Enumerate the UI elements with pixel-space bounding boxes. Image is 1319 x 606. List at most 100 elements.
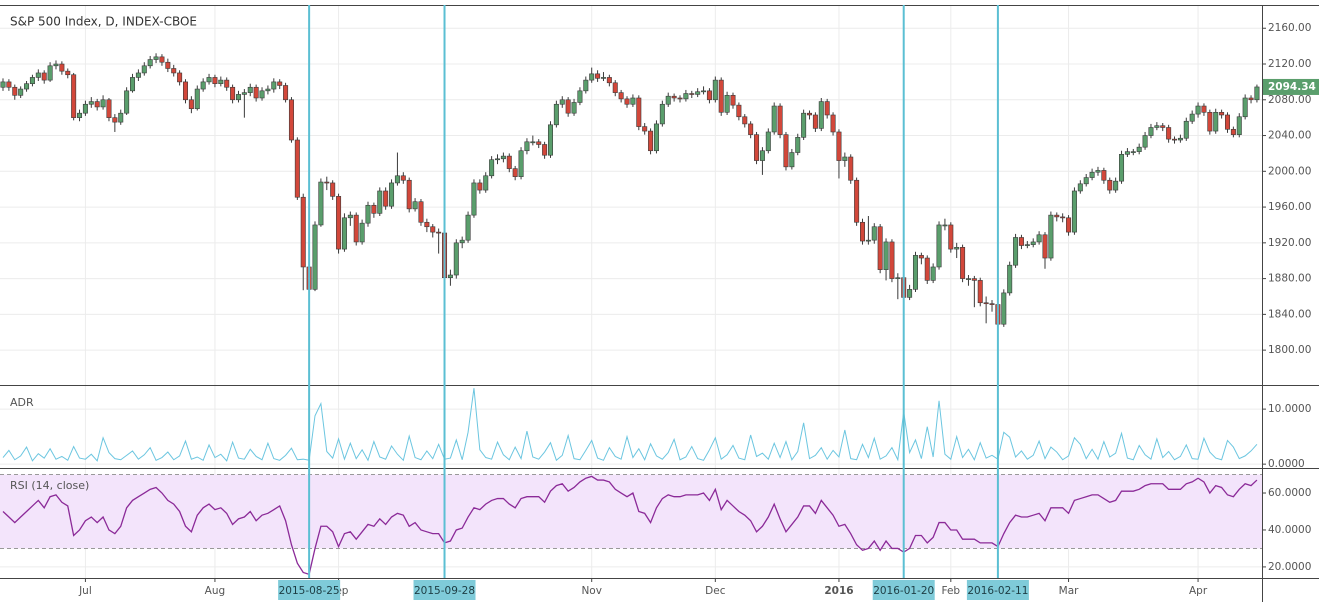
y-tick-label: 40.0000 [1268, 524, 1311, 536]
candle-body-up [412, 201, 418, 210]
candle-body-down [171, 68, 177, 74]
candle-body-up [341, 217, 347, 250]
candle-body-down [565, 99, 571, 114]
last-price-label: 2094.34 [1268, 81, 1316, 93]
candle-body-up [1130, 151, 1136, 153]
candle-body-down [671, 95, 677, 99]
x-tick-label: Jul [78, 585, 92, 597]
candle-body-down [595, 73, 601, 79]
candle-body-up [589, 73, 595, 81]
date-marker-label: 2016-01-20 [873, 585, 934, 597]
candle-body-down [642, 126, 648, 132]
candle-body-up [453, 242, 459, 276]
candle-body-down [165, 61, 171, 69]
candle-body-up [206, 77, 212, 83]
candle-body-down [977, 280, 983, 304]
overlay: 2015-08-25 2015-09-28 2016-01-20 2016-02-11… [278, 5, 1319, 600]
candle-body-down [971, 278, 977, 281]
candle-body-down [689, 93, 695, 95]
candle-body-up [495, 158, 501, 161]
candle-body-down [624, 98, 630, 105]
x-tick-label: 2016 [824, 585, 853, 597]
candle-body-up [471, 182, 477, 216]
candle-body-down [300, 196, 306, 268]
candle-body-down [924, 257, 930, 281]
candle-body-down [730, 95, 736, 106]
x-tick-label: Nov [581, 585, 602, 597]
candle-body-down [736, 104, 742, 118]
candle-body-up [659, 103, 665, 125]
candle-body-down [848, 156, 854, 181]
date-marker-label: 2015-09-28 [414, 585, 475, 597]
candle-body-up [1124, 151, 1130, 155]
candle-body-up [1013, 237, 1019, 266]
candle-body-up [100, 99, 106, 108]
candle-body-up [247, 86, 253, 93]
grid [0, 5, 1262, 578]
candle-body-up [1254, 86, 1260, 101]
candle-body-down [277, 81, 283, 86]
candle-body-up [1030, 241, 1036, 245]
chart-title: S&P 500 Index, D, INDEX-CBOE [10, 15, 197, 29]
candle-body-up [801, 112, 807, 138]
y-tick-label: 1840.00 [1268, 308, 1311, 320]
candle-body-down [383, 190, 389, 207]
y-tick-label: 0.0000 [1268, 458, 1305, 470]
candle-body-down [618, 92, 624, 100]
candle-body-down [824, 101, 830, 116]
candle-body-down [336, 196, 342, 250]
candle-body-down [1066, 217, 1072, 233]
marks [0, 53, 1262, 576]
candle-body-up [930, 266, 936, 281]
candle-body-up [583, 79, 589, 92]
candle-body-up [394, 175, 400, 184]
candle-body-down [1101, 170, 1107, 181]
candle-body-down [230, 86, 236, 101]
candle-body-down [71, 74, 77, 118]
candle-body-up [389, 182, 395, 207]
candle-body-up [241, 92, 247, 95]
candle-body-down [1107, 179, 1113, 191]
candle-body-down [59, 63, 65, 72]
candle-body-up [765, 131, 771, 152]
candle-body-up [653, 123, 659, 152]
candle-body-down [253, 86, 259, 99]
date-marker-box [966, 580, 1029, 600]
candle-body-up [465, 214, 471, 241]
candle-body-up [518, 150, 524, 177]
candle-body-up [883, 241, 889, 270]
candle-body-down [1166, 127, 1172, 140]
candle-body-down [989, 303, 995, 305]
date-marker-label: 2015-08-25 [279, 585, 340, 597]
candle-body-up [0, 81, 6, 88]
candle-body-up [18, 88, 24, 96]
x-tick-label: Dec [705, 585, 726, 597]
pane-title: ADR [10, 396, 34, 409]
candle-body-down [1219, 111, 1225, 116]
candle-body-up [1213, 111, 1219, 132]
candle-body-down [612, 82, 618, 93]
candle-body-up [1183, 120, 1189, 139]
candle-body-down [1224, 114, 1230, 130]
candle-body-up [724, 95, 730, 113]
y-tick-label: 2120.00 [1268, 58, 1311, 70]
date-marker-box [872, 580, 935, 600]
candle-body-up [359, 222, 365, 243]
candle-body-down [294, 139, 300, 198]
candle-body-up [1236, 116, 1242, 135]
candle-body-up [530, 141, 536, 144]
candle-body-up [459, 239, 465, 244]
date-marker-box [413, 580, 476, 600]
candle-body-up [500, 155, 506, 160]
y-tick-label: 2080.00 [1268, 94, 1311, 106]
x-tick-label: Feb [942, 585, 961, 597]
candle-body-up [1136, 146, 1142, 152]
candle-body-up [53, 63, 59, 67]
candle-body-down [648, 130, 654, 152]
candle-body-down [812, 114, 818, 129]
rsi-band [0, 474, 1262, 549]
candle-body-up [24, 83, 30, 90]
candle-body-down [324, 181, 330, 184]
candle-body-down [212, 77, 218, 84]
